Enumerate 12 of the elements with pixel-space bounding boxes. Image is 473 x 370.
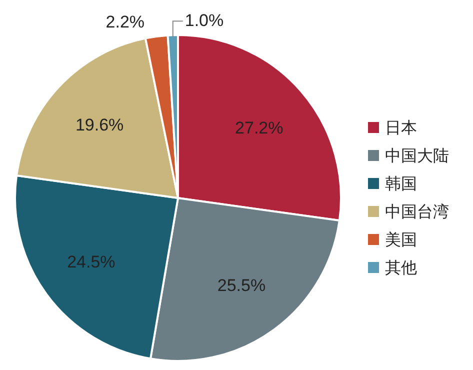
legend-label: 韩国 — [385, 175, 417, 193]
legend-label: 中国台湾 — [385, 203, 449, 221]
legend-label: 美国 — [385, 231, 417, 249]
legend-label: 中国大陆 — [385, 147, 449, 165]
data-label: 2.2% — [106, 12, 145, 32]
data-label: 1.0% — [184, 11, 224, 30]
data-label: 25.5% — [217, 276, 266, 295]
data-label: 19.6% — [75, 115, 124, 134]
data-label: 27.2% — [235, 118, 284, 138]
legend-label: 其他 — [385, 259, 417, 277]
legend-label: 日本 — [385, 119, 417, 137]
data-label: 24.5% — [67, 252, 116, 272]
